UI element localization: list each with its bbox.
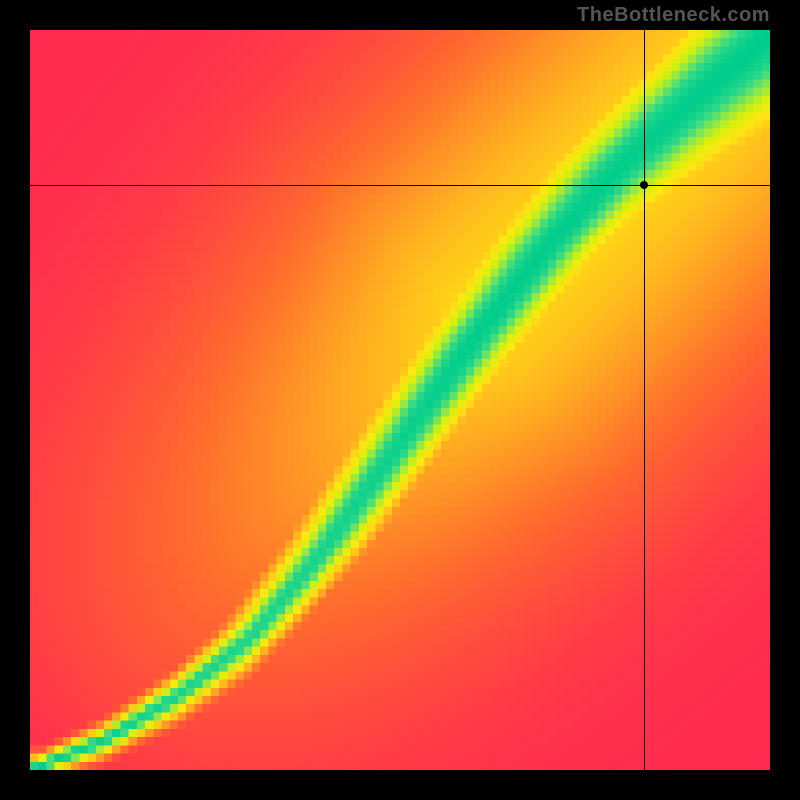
crosshair-horizontal — [30, 185, 770, 186]
chart-container: TheBottleneck.com — [0, 0, 800, 800]
heatmap-plot — [30, 30, 770, 770]
crosshair-vertical — [644, 30, 645, 770]
crosshair-marker — [640, 181, 648, 189]
watermark-text: TheBottleneck.com — [577, 4, 770, 27]
heatmap-canvas — [30, 30, 770, 770]
